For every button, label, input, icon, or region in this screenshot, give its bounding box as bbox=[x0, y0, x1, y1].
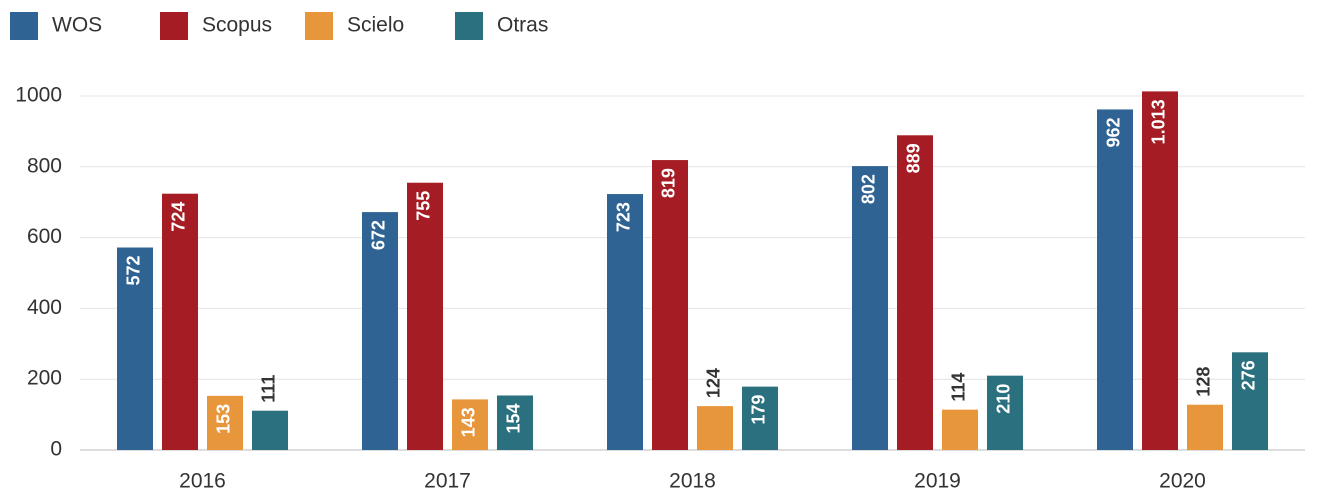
legend-label: Otras bbox=[497, 14, 548, 37]
y-tick-label: 0 bbox=[50, 438, 62, 461]
y-tick-label: 200 bbox=[27, 367, 62, 390]
data-label: 962 bbox=[1104, 117, 1124, 147]
bar bbox=[1232, 352, 1268, 450]
y-tick-label: 1000 bbox=[15, 84, 62, 107]
data-label: 889 bbox=[904, 143, 924, 173]
data-label: 572 bbox=[124, 256, 144, 286]
x-tick-label: 2020 bbox=[1159, 470, 1206, 493]
data-label: 143 bbox=[459, 407, 479, 437]
bar bbox=[162, 193, 198, 451]
bar bbox=[1142, 91, 1178, 450]
data-label: 819 bbox=[659, 168, 679, 198]
legend-swatch bbox=[305, 12, 333, 40]
bar bbox=[607, 194, 643, 450]
bar bbox=[1097, 109, 1133, 451]
data-label: 128 bbox=[1194, 367, 1214, 397]
bar bbox=[1187, 404, 1223, 450]
legend-label: Scopus bbox=[202, 14, 272, 37]
bar bbox=[252, 410, 288, 450]
bar bbox=[942, 409, 978, 450]
x-tick-label: 2018 bbox=[669, 470, 716, 493]
data-label: 276 bbox=[1239, 360, 1259, 390]
legend-label: Scielo bbox=[347, 14, 404, 37]
legend-swatch bbox=[10, 12, 38, 40]
y-tick-label: 400 bbox=[27, 296, 62, 319]
bar bbox=[697, 406, 733, 450]
x-tick-label: 2017 bbox=[424, 470, 471, 493]
bar bbox=[852, 166, 888, 451]
data-label: 755 bbox=[414, 191, 434, 221]
data-label: 723 bbox=[614, 202, 634, 232]
data-label: 802 bbox=[859, 174, 879, 204]
data-label: 672 bbox=[369, 220, 389, 250]
bar bbox=[407, 182, 443, 451]
bar bbox=[117, 247, 153, 450]
data-label: 1.013 bbox=[1149, 99, 1169, 144]
data-label: 114 bbox=[949, 373, 969, 402]
x-tick-label: 2016 bbox=[179, 470, 226, 493]
data-label: 210 bbox=[994, 384, 1014, 414]
data-label: 124 bbox=[704, 368, 724, 398]
bar bbox=[742, 386, 778, 450]
bar bbox=[362, 212, 398, 450]
bar bbox=[452, 399, 488, 450]
data-label: 153 bbox=[214, 404, 234, 434]
bar bbox=[897, 135, 933, 450]
bar bbox=[987, 375, 1023, 450]
bar bbox=[207, 395, 243, 450]
data-label: 111 bbox=[259, 375, 279, 403]
x-tick-label: 2019 bbox=[914, 470, 961, 493]
legend-swatch bbox=[455, 12, 483, 40]
bar bbox=[652, 160, 688, 450]
y-tick-label: 800 bbox=[27, 154, 62, 177]
legend-label: WOS bbox=[52, 14, 102, 37]
data-label: 179 bbox=[749, 395, 769, 425]
data-label: 154 bbox=[504, 403, 524, 433]
y-tick-label: 600 bbox=[27, 225, 62, 248]
legend-swatch bbox=[160, 12, 188, 40]
bar bbox=[497, 395, 533, 450]
data-label: 724 bbox=[169, 202, 189, 232]
